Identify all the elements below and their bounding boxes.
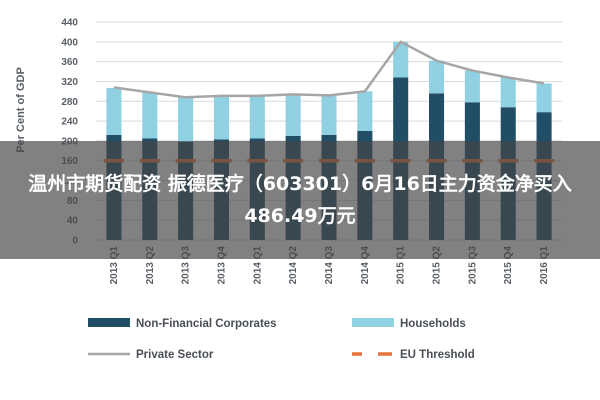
bar-households [357, 91, 373, 131]
legend-swatch-households [352, 318, 394, 327]
y-tick-label: 320 [61, 77, 78, 88]
headline-text: 温州市期货配资 振德医疗（603301）6月16日主力资金净买入486.49万元 [28, 173, 572, 227]
bar-households [536, 83, 552, 113]
x-tick-label: 2014 Q2 [288, 246, 299, 285]
headline-banner: 温州市期货配资 振德医疗（603301）6月16日主力资金净买入486.49万元 [0, 141, 600, 259]
legend-swatch-non-financial-corporates [88, 318, 130, 327]
legend-label-households: Households [400, 318, 466, 330]
bar-households [429, 60, 445, 94]
x-tick-label: 2013 Q4 [216, 246, 227, 285]
x-tick-label: 2014 Q4 [360, 246, 371, 285]
y-tick-label: 360 [61, 57, 78, 68]
legend-item-private-sector: Private Sector [88, 349, 214, 361]
y-tick-label: 440 [61, 18, 78, 29]
x-tick-label: 2014 Q1 [252, 246, 263, 285]
x-tick-label: 2014 Q3 [324, 246, 335, 285]
bar-households [249, 95, 265, 139]
x-tick-label: 2015 Q3 [467, 246, 478, 285]
x-tick-label: 2013 Q1 [109, 246, 120, 285]
bar-households [321, 95, 337, 135]
legend-label-non-financial-corporates: Non-Financial Corporates [136, 318, 277, 330]
x-tick-label: 2013 Q2 [145, 246, 156, 285]
private-sector-line [113, 40, 545, 99]
private-sector-polyline [113, 40, 545, 99]
y-tick-label: 240 [61, 117, 78, 128]
legend-label-private-sector: Private Sector [136, 349, 214, 361]
bar-households [213, 95, 229, 140]
x-tick-label: 2015 Q2 [432, 246, 443, 285]
bar-households [285, 94, 301, 136]
x-tick-label: 2015 Q1 [396, 246, 407, 285]
legend-item-non-financial-corporates: Non-Financial Corporates [88, 318, 277, 330]
x-tick-label: 2016 Q1 [539, 246, 550, 285]
legend-item-eu-threshold: EU Threshold [352, 349, 475, 361]
bar-households [106, 87, 122, 135]
bar-households [464, 70, 480, 103]
legend: Non-Financial Corporates Households Priv… [88, 318, 475, 361]
bar-households [500, 77, 516, 108]
x-tick-label: 2015 Q4 [503, 246, 514, 285]
legend-item-households: Households [352, 318, 466, 330]
x-tick-label: 2013 Q3 [181, 246, 192, 285]
bar-households [142, 92, 158, 139]
y-axis-label: Per Cent of GDP [15, 67, 27, 153]
legend-label-eu-threshold: EU Threshold [400, 349, 475, 361]
y-tick-label: 280 [61, 97, 78, 108]
y-tick-label: 400 [61, 37, 78, 48]
x-tick-labels: 2013 Q1 2013 Q2 2013 Q3 2013 Q4 2014 Q1 2014 … [109, 246, 550, 285]
bar-households [393, 41, 409, 78]
bar-households [178, 97, 194, 142]
